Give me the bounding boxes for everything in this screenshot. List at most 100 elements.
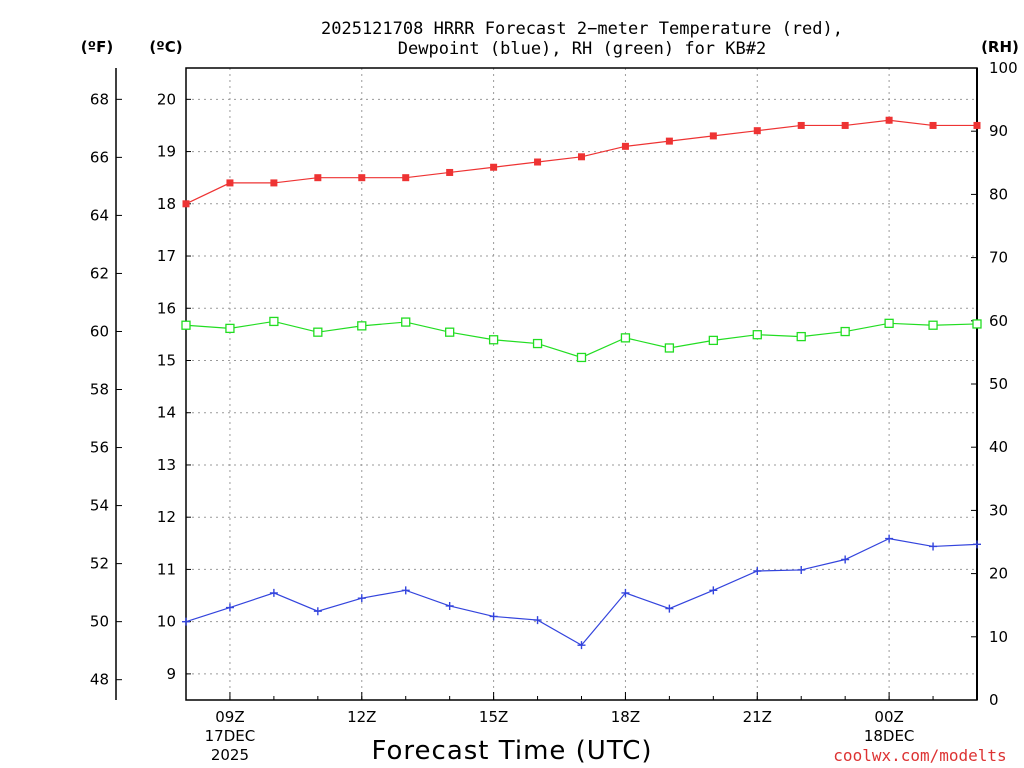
fahrenheit-tick-label: 64 bbox=[90, 206, 109, 224]
dewpoint-point bbox=[973, 540, 981, 549]
temperature-point bbox=[621, 142, 629, 150]
temperature-point bbox=[270, 179, 278, 187]
rh-point bbox=[752, 330, 762, 340]
fahrenheit-tick-label: 62 bbox=[90, 264, 109, 282]
temperature-point bbox=[797, 121, 805, 129]
rh-point bbox=[972, 319, 982, 329]
x-tick-label: 15Z bbox=[479, 708, 508, 726]
rh-point bbox=[225, 323, 235, 334]
fahrenheit-tick-label: 50 bbox=[90, 613, 109, 631]
temperature-point bbox=[709, 132, 717, 140]
temperature-point bbox=[753, 127, 761, 135]
temperature-point bbox=[841, 121, 849, 129]
celsius-tick-label: 12 bbox=[157, 508, 176, 526]
temperature-point bbox=[534, 158, 542, 166]
temperature-point bbox=[665, 137, 673, 145]
x-axis-label: Forecast Time (UTC) bbox=[371, 736, 652, 766]
dewpoint-point bbox=[577, 641, 586, 650]
rh-point bbox=[401, 317, 411, 327]
rh-tick-label: 90 bbox=[989, 122, 1008, 140]
dewpoint-point bbox=[533, 616, 542, 625]
celsius-tick-label: 11 bbox=[157, 560, 176, 578]
rh-point bbox=[357, 321, 367, 331]
dewpoint-point bbox=[929, 542, 938, 551]
x-tick-label: 18Z bbox=[611, 708, 640, 726]
fahrenheit-tick-label: 66 bbox=[90, 148, 109, 166]
dewpoint-point bbox=[709, 586, 718, 595]
temperature-point bbox=[314, 174, 322, 182]
temperature-point bbox=[490, 163, 498, 171]
credit-text: coolwx.com/modelts bbox=[833, 746, 1006, 765]
dewpoint-point bbox=[401, 586, 410, 595]
temperature-point bbox=[885, 116, 893, 124]
x-tick-year: 2025 bbox=[211, 746, 249, 764]
rh-point bbox=[445, 327, 455, 337]
rh-point bbox=[181, 320, 191, 330]
celsius-tick-label: 17 bbox=[157, 247, 176, 265]
rh-tick-label: 30 bbox=[989, 501, 1008, 519]
rh-tick-label: 100 bbox=[989, 59, 1018, 77]
temperature-point bbox=[182, 200, 190, 208]
temperature-point bbox=[929, 121, 937, 129]
fahrenheit-tick-label: 48 bbox=[90, 671, 109, 689]
data-series bbox=[181, 116, 982, 650]
rh-tick-label: 0 bbox=[989, 691, 999, 709]
temperature-point bbox=[446, 168, 454, 176]
rh-tick-label: 70 bbox=[989, 249, 1008, 267]
temperature-point bbox=[358, 174, 366, 182]
x-tick-date: 18DEC bbox=[864, 727, 915, 745]
rh-unit-label: (RH) bbox=[981, 38, 1019, 56]
fahrenheit-tick-label: 52 bbox=[90, 555, 109, 573]
temperature-point bbox=[402, 174, 410, 182]
temperature-point bbox=[578, 153, 585, 161]
temperature-point bbox=[973, 121, 981, 129]
rh-tick-label: 40 bbox=[989, 438, 1008, 456]
celsius-unit-label: (ºC) bbox=[149, 38, 182, 56]
celsius-tick-label: 14 bbox=[157, 404, 176, 422]
axes: 48 50 52 54 56 58 60 62 64 66 68 9 10 11 12 13 14 15 16 17 1… bbox=[90, 59, 1018, 764]
celsius-tick-label: 9 bbox=[166, 665, 176, 683]
rh-point bbox=[796, 331, 806, 342]
rh-tick-label: 10 bbox=[989, 628, 1008, 646]
rh-point bbox=[928, 320, 938, 330]
celsius-tick-label: 19 bbox=[157, 143, 176, 161]
celsius-tick-label: 10 bbox=[157, 613, 176, 631]
x-tick-label: 21Z bbox=[743, 708, 772, 726]
rh-point bbox=[708, 335, 718, 346]
rh-point bbox=[840, 326, 850, 337]
chart-title-line2: Dewpoint (blue), RH (green) for KB#2 bbox=[398, 39, 766, 59]
dewpoint-point bbox=[841, 555, 850, 564]
celsius-tick-label: 15 bbox=[157, 351, 176, 369]
dewpoint-point bbox=[621, 588, 630, 597]
celsius-tick-label: 20 bbox=[157, 90, 176, 108]
fahrenheit-tick-label: 60 bbox=[90, 322, 109, 340]
fahrenheit-tick-label: 54 bbox=[90, 497, 109, 515]
fahrenheit-tick-label: 56 bbox=[90, 439, 109, 457]
rh-tick-label: 50 bbox=[989, 375, 1008, 393]
dewpoint-point bbox=[797, 565, 806, 574]
dewpoint-point bbox=[225, 603, 234, 612]
rh-tick-label: 80 bbox=[989, 185, 1008, 203]
rh-point bbox=[488, 335, 499, 345]
rh-tick-label: 20 bbox=[989, 565, 1008, 583]
rh-point bbox=[532, 338, 543, 349]
x-tick-date: 17DEC bbox=[205, 727, 256, 745]
rh-point bbox=[884, 318, 894, 328]
chart-title-line1: 2025121708 HRRR Forecast 2−meter Tempera… bbox=[321, 19, 843, 39]
dewpoint-point bbox=[313, 607, 322, 616]
rh-point bbox=[576, 352, 587, 363]
rh-tick-label: 60 bbox=[989, 312, 1008, 330]
dewpoint-point bbox=[753, 566, 762, 575]
dewpoint-point bbox=[665, 604, 674, 613]
rh-point bbox=[313, 327, 323, 337]
fahrenheit-tick-label: 58 bbox=[90, 381, 109, 399]
temperature-point bbox=[226, 179, 234, 187]
x-tick-label: 09Z bbox=[215, 708, 244, 726]
x-tick-label: 12Z bbox=[347, 708, 376, 726]
dewpoint-point bbox=[269, 588, 278, 597]
rh-point bbox=[620, 333, 631, 343]
dewpoint-point bbox=[445, 601, 454, 610]
rh-point bbox=[269, 316, 279, 327]
celsius-tick-label: 16 bbox=[157, 299, 176, 317]
